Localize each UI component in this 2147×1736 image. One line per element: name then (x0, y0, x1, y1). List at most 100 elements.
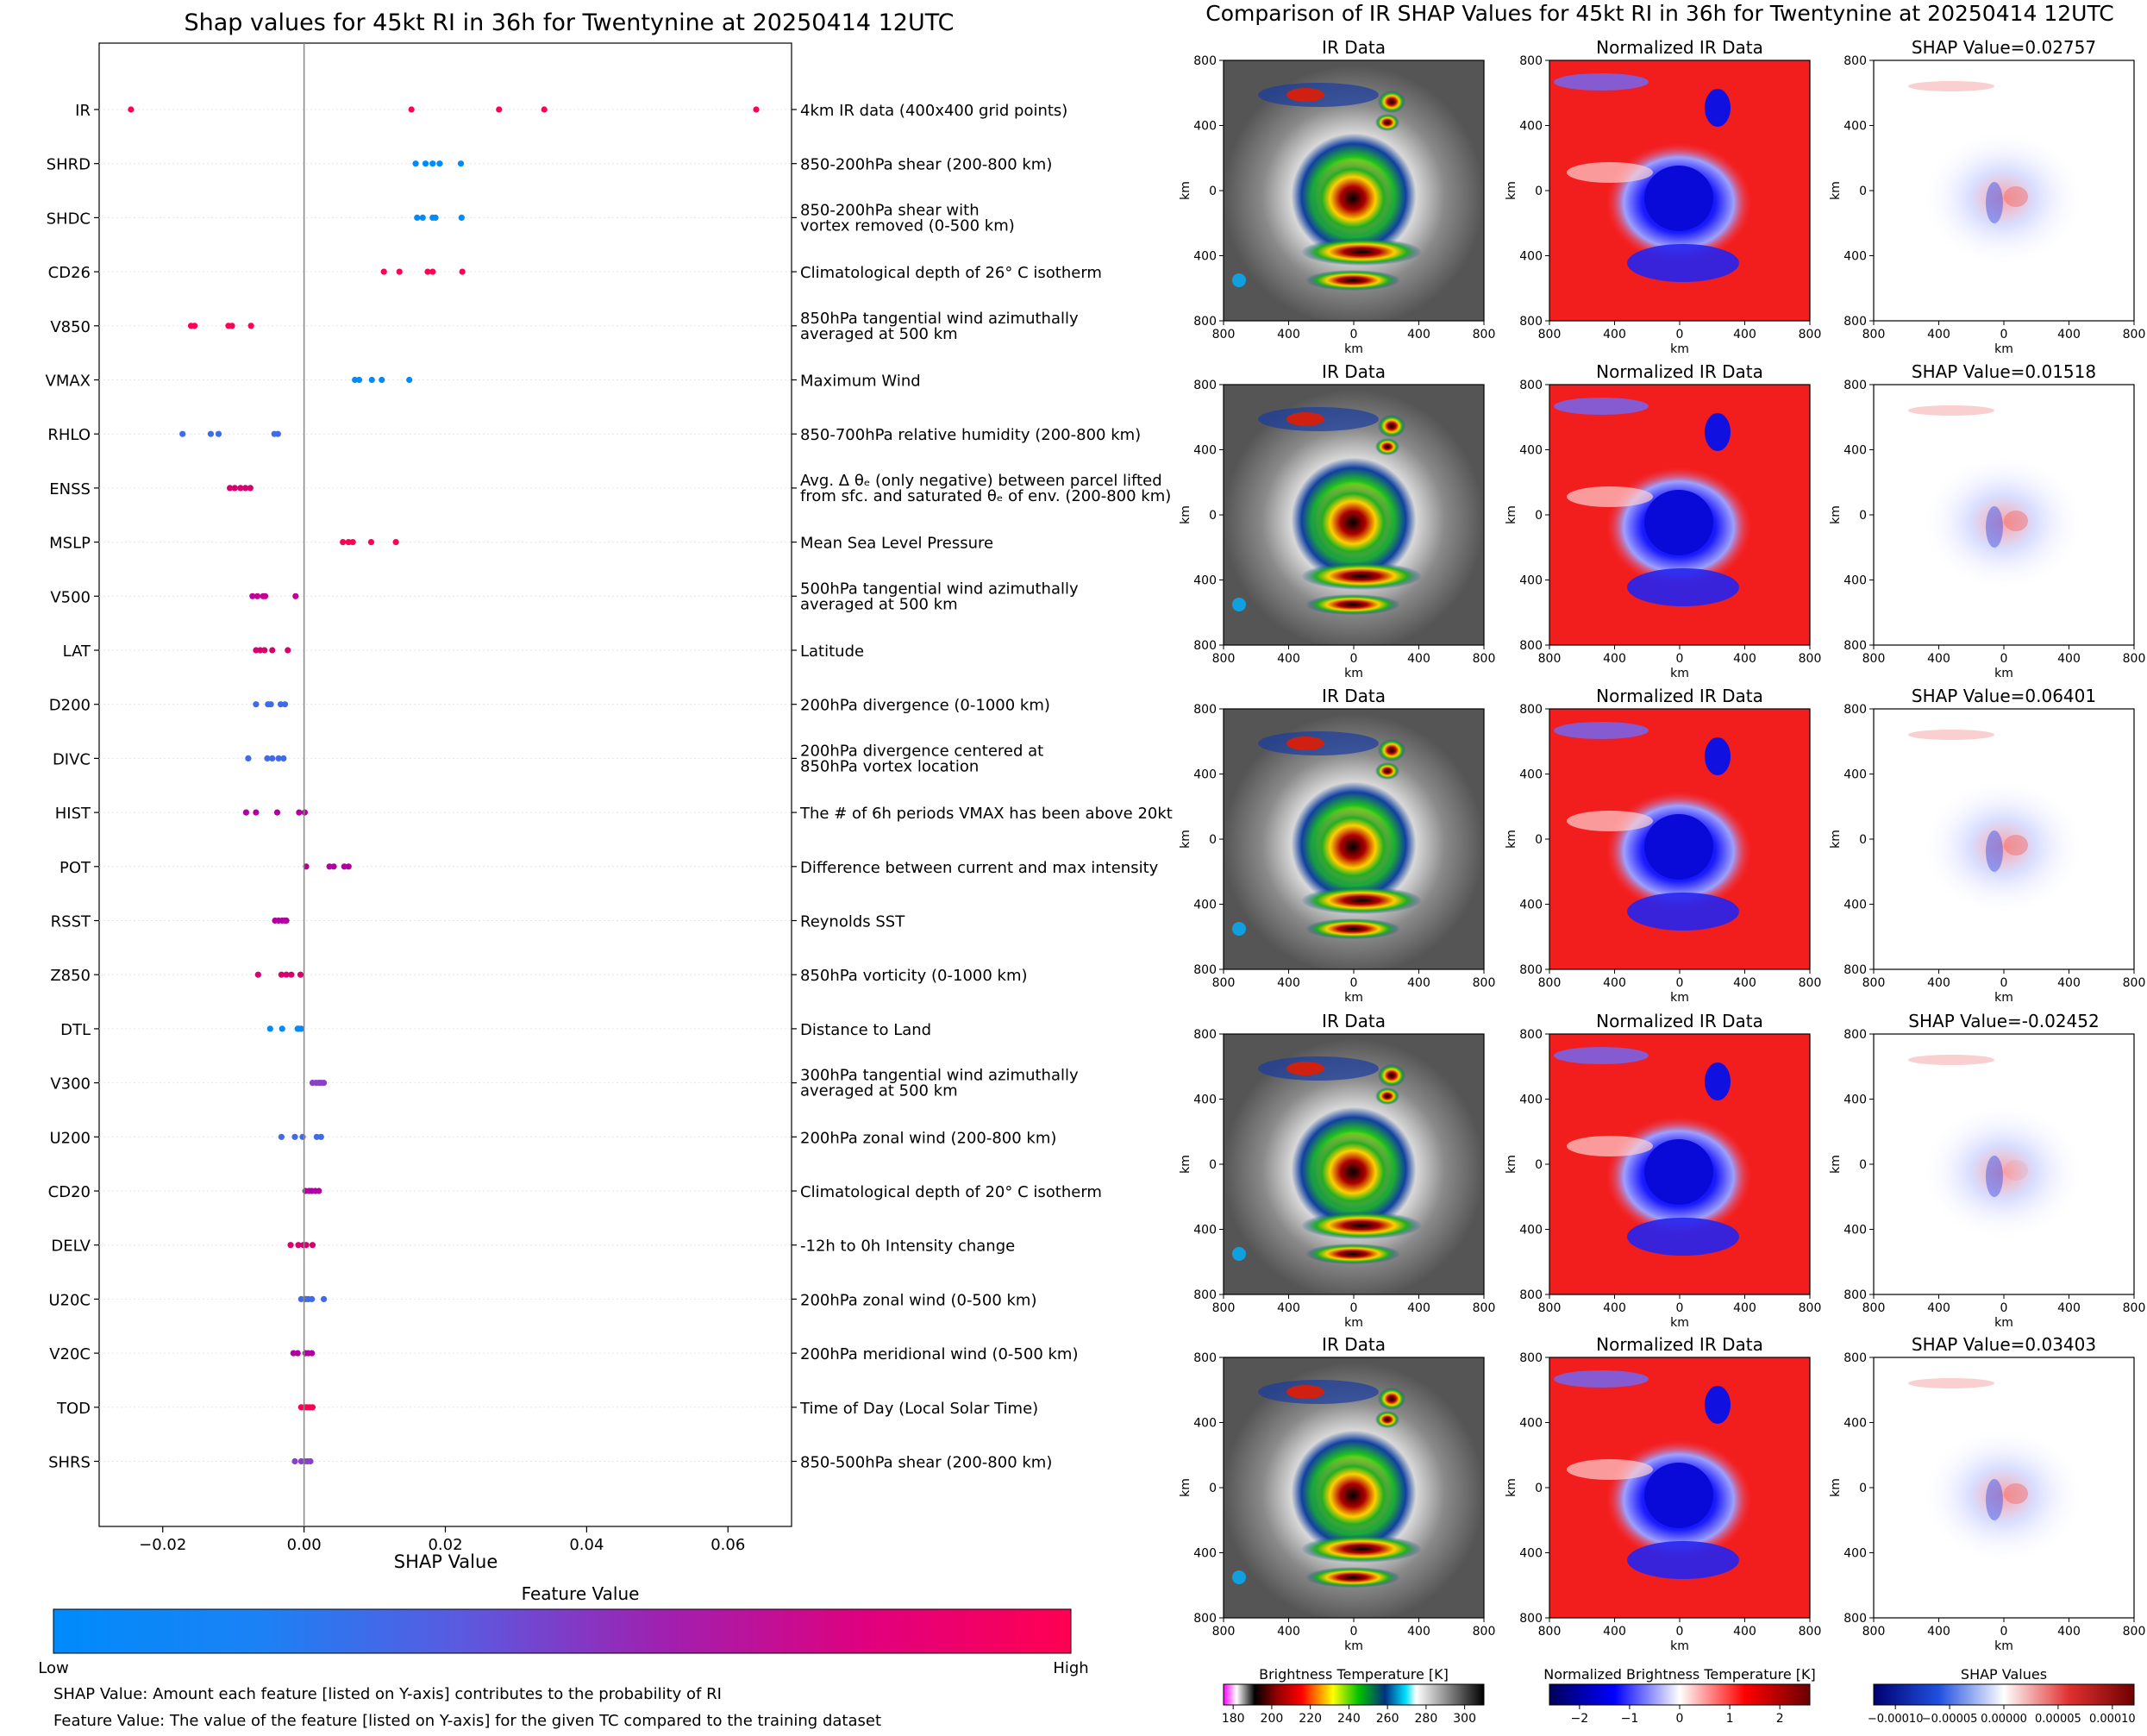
feature-row-d200: D200 200hPa divergence (0-1000 km) (49, 697, 1050, 715)
norm-band (1567, 162, 1653, 183)
feature-description: Latitude (800, 642, 864, 661)
convective-cell (1375, 1411, 1399, 1428)
shap-point (436, 160, 443, 167)
feature-name-label: POT (59, 859, 91, 877)
shap-point (379, 376, 385, 384)
shap-point (459, 268, 466, 275)
x-tick-label: 400 (1733, 328, 1756, 342)
panel-title: Normalized IR Data (1596, 37, 1763, 58)
shap-point (307, 1457, 314, 1465)
y-tick-label: 400 (1519, 899, 1543, 912)
feature-row-shrs: SHRS 850-500hPa shear (200-800 km) (48, 1454, 1052, 1472)
norm-band (1627, 1541, 1739, 1579)
shap-point (424, 268, 431, 275)
colorbar-title: Normalized Brightness Temperature [K] (1543, 1666, 1816, 1683)
small-cell (1232, 1247, 1246, 1261)
feature-row-ir: IR 4km IR data (400x400 grid points) (75, 102, 1067, 120)
normalized-ir-panel: Normalized IR Data8008004004000040040080… (1505, 1011, 1821, 1330)
feature-description: -12h to 0h Intensity change (800, 1238, 1015, 1256)
shap-negative-patch (1986, 1156, 2003, 1197)
feature-row-rhlo: RHLO 850-700hPa relative humidity (200-80… (47, 426, 1141, 444)
shap-point (291, 1457, 298, 1465)
shap-plot-area (98, 42, 792, 1527)
y-tick-label: 800 (1519, 379, 1543, 392)
x-tick-label: 400 (1277, 652, 1300, 666)
shap-point (753, 106, 760, 113)
rain-band (1305, 270, 1400, 291)
x-tick-label: 400 (1603, 976, 1626, 990)
feature-name-label: V850 (50, 318, 91, 336)
x-axis-label: km (1994, 1316, 2013, 1330)
y-axis-label: km (1505, 830, 1518, 849)
panel-title: IR Data (1322, 686, 1386, 706)
feature-name-label: V20C (49, 1345, 91, 1363)
x-tick-label: 800 (2123, 328, 2146, 342)
shap-positive-patch (2004, 1160, 2028, 1181)
shap-point (264, 755, 271, 762)
shap-point (261, 647, 268, 654)
feature-description: 850-700hPa relative humidity (200-800 km… (800, 426, 1141, 444)
feature-colorbar-gradient (53, 1608, 1072, 1654)
shap-positive-patch (2004, 511, 2028, 531)
colorbar-tick-label: 260 (1376, 1712, 1399, 1726)
convective-cell (1378, 415, 1405, 437)
feature-row-pot: POT Difference between current and max in… (59, 859, 1159, 877)
x-tick-label: 800 (1862, 1301, 1886, 1315)
shap-positive-patch (1908, 1055, 1994, 1065)
shap-point (297, 1025, 304, 1032)
x-tick-label: 400 (1927, 1625, 1950, 1639)
shap-point (320, 1295, 328, 1302)
y-tick-label: 800 (1519, 1351, 1543, 1365)
y-tick-label: 800 (1843, 315, 1867, 329)
feature-description: 200hPa meridional wind (0-500 km) (800, 1345, 1078, 1363)
y-tick-label: 800 (1193, 379, 1217, 392)
y-axis-label: km (1505, 505, 1518, 524)
y-tick-label: 400 (1843, 899, 1867, 912)
colorbar-tick-label: 240 (1337, 1712, 1361, 1726)
shap-point (261, 592, 269, 599)
y-tick-label: 800 (1519, 963, 1543, 977)
normalized-ir-panel: Normalized IR Data8008004004000040040080… (1505, 686, 1821, 1005)
colorbar-gradient (1549, 1683, 1811, 1706)
feature-row-delv: DELV -12h to 0h Intensity change (51, 1238, 1015, 1256)
panel-title: IR Data (1322, 37, 1386, 58)
x-tick-label: 800 (1212, 1301, 1236, 1315)
feature-name-label: SHDC (47, 210, 91, 228)
x-tick-label: 800 (1862, 652, 1886, 666)
shap-point (291, 1133, 298, 1140)
shap-point (432, 214, 439, 221)
feature-row-hist: HIST The # of 6h periods VMAX has been ab… (55, 805, 1173, 823)
x-tick-label: 400 (1603, 328, 1626, 342)
y-tick-label: 0 (1535, 833, 1543, 847)
colorbar-high-label: High (1053, 1659, 1088, 1677)
comparison-title: Comparison of IR SHAP Values for 45kt RI… (1205, 1, 2114, 26)
feature-name-label: CD26 (48, 264, 91, 282)
feature-name-label: SHRS (48, 1454, 91, 1472)
x-axis-label: km (1670, 991, 1689, 1005)
y-tick-label: 800 (1193, 639, 1217, 653)
x-tick-label: 800 (1473, 328, 1496, 342)
y-tick-label: 800 (1519, 1288, 1543, 1302)
feature-name-label: HIST (55, 805, 91, 823)
x-tick-label: 400 (2057, 1301, 2081, 1315)
shap-point (287, 1242, 294, 1249)
y-tick-label: 800 (1519, 639, 1543, 653)
shap-point (457, 160, 465, 167)
x-tick-label: 800 (2123, 976, 2146, 990)
shap-point (278, 971, 285, 978)
feature-description: Climatological depth of 26° C isotherm (800, 264, 1102, 282)
feature-name-label: DELV (51, 1238, 91, 1256)
shap-point (309, 1295, 316, 1302)
panel-title: IR Data (1322, 1334, 1386, 1355)
brightness-temperature-colorbar: Brightness Temperature [K] 180 200 220 240 26… (1222, 1666, 1485, 1726)
feature-description: 4km IR data (400x400 grid points) (800, 102, 1067, 120)
feature-description: 850hPa vortex location (800, 757, 979, 775)
y-tick-label: 0 (1859, 833, 1867, 847)
y-tick-label: 400 (1193, 1094, 1217, 1107)
x-tick-label: −0.02 (139, 1536, 186, 1554)
cloud-core (1286, 412, 1324, 426)
x-tick-label: 800 (1212, 652, 1236, 666)
y-axis-label: km (1829, 1155, 1843, 1174)
cloud-core (1286, 736, 1324, 750)
feature-row-tod: TOD Time of Day (Local Solar Time) (56, 1400, 1038, 1418)
